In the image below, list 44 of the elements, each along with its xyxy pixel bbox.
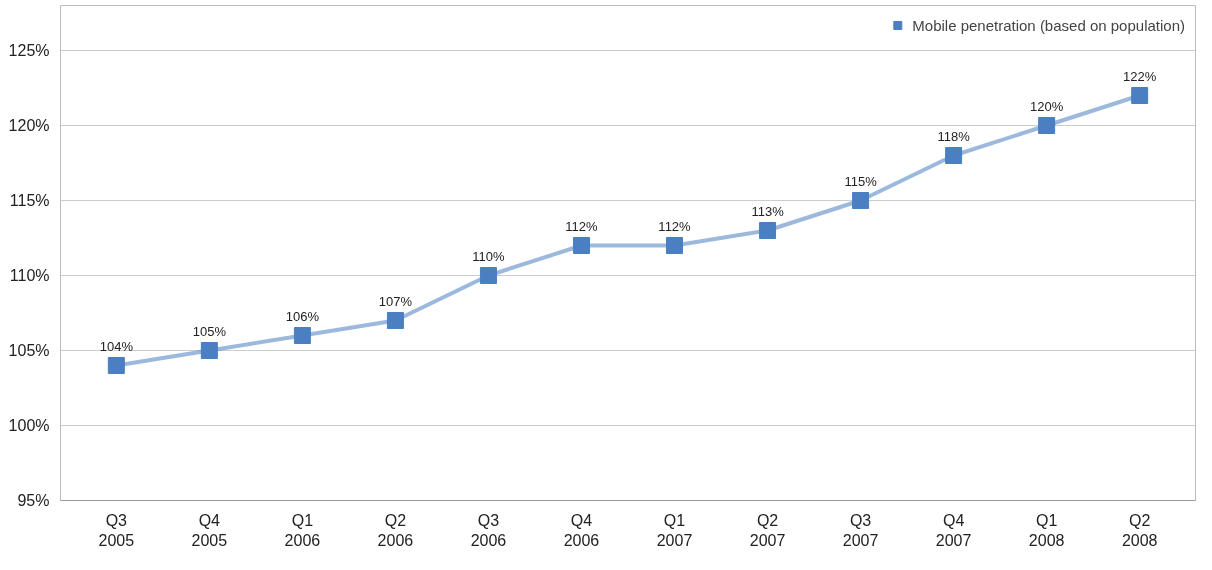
legend-label: Mobile penetration (based on population) (912, 16, 1185, 34)
point (479, 267, 497, 284)
y-tick-label: 125% (8, 42, 50, 59)
y-tick-label: 95% (17, 492, 50, 509)
x-tick-label: Q1 2007 (656, 511, 693, 549)
data-label: 106% (285, 308, 320, 324)
point (1131, 87, 1149, 104)
point (107, 357, 125, 374)
x-tick-label: Q4 2006 (563, 511, 600, 549)
x-tick-label: Q4 2007 (935, 511, 972, 549)
y-tick-label: 120% (8, 117, 50, 134)
y-tick-label: 115% (9, 192, 50, 209)
x-tick-label: Q2 2006 (377, 511, 414, 549)
data-label: 110% (472, 248, 506, 264)
data-label: 107% (378, 293, 413, 309)
point (1038, 117, 1056, 134)
data-label: 112% (658, 218, 692, 234)
data-label: 118% (937, 128, 971, 144)
y-tick-label: 105% (8, 342, 50, 359)
point (293, 327, 311, 344)
x-tick-label: Q2 2008 (1121, 511, 1158, 549)
y-tick-label: 100% (8, 417, 50, 434)
x-tick-label: Q1 2006 (284, 511, 321, 549)
x-tick-label: Q1 2008 (1028, 511, 1065, 549)
point (852, 192, 870, 209)
point (945, 147, 963, 164)
x-tick-label: Q4 2005 (191, 511, 228, 549)
data-label: 120% (1030, 98, 1064, 114)
x-tick-label: Q3 2006 (470, 511, 507, 549)
point (666, 237, 684, 254)
point (200, 342, 218, 359)
data-label: 104% (99, 338, 134, 354)
x-tick-label: Q3 2005 (98, 511, 135, 549)
y-tick-label: 110% (9, 267, 50, 284)
data-label: 122% (1123, 68, 1157, 84)
data-label: 113% (751, 203, 785, 219)
data-label: 112% (565, 218, 599, 234)
point (386, 312, 404, 329)
x-tick-label: Q2 2007 (749, 511, 786, 549)
data-label: 115% (844, 173, 878, 189)
x-tick-label: Q3 2007 (842, 511, 879, 549)
point (759, 222, 777, 239)
point (572, 237, 590, 254)
data-label: 105% (192, 323, 227, 339)
